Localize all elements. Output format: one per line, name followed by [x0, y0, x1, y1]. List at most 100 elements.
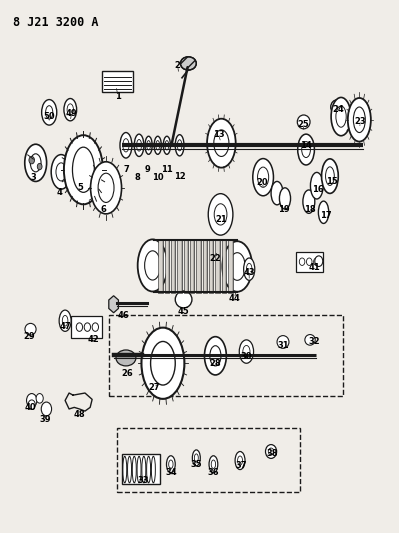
- Text: 18: 18: [304, 205, 316, 214]
- Text: 31: 31: [278, 341, 290, 350]
- Text: 2: 2: [175, 61, 181, 70]
- Ellipse shape: [303, 190, 315, 213]
- Bar: [171, 240, 175, 293]
- Ellipse shape: [277, 336, 289, 349]
- Ellipse shape: [116, 350, 136, 366]
- Ellipse shape: [64, 99, 77, 121]
- Ellipse shape: [25, 144, 47, 181]
- Ellipse shape: [154, 136, 161, 155]
- Ellipse shape: [120, 133, 132, 158]
- Text: 48: 48: [73, 410, 85, 419]
- Ellipse shape: [235, 451, 245, 470]
- Bar: [177, 240, 182, 293]
- Circle shape: [41, 402, 51, 416]
- Ellipse shape: [138, 239, 168, 292]
- Bar: [164, 240, 169, 293]
- Text: 30: 30: [241, 352, 252, 361]
- Text: 22: 22: [209, 254, 221, 263]
- Bar: [196, 240, 201, 293]
- Ellipse shape: [297, 115, 310, 129]
- Ellipse shape: [322, 159, 338, 193]
- Text: 36: 36: [207, 469, 219, 477]
- Text: 20: 20: [257, 178, 268, 187]
- Circle shape: [37, 164, 42, 169]
- Text: 6: 6: [100, 205, 106, 214]
- Text: 14: 14: [300, 141, 312, 150]
- Bar: [215, 240, 220, 293]
- Ellipse shape: [59, 310, 71, 332]
- Ellipse shape: [51, 155, 71, 189]
- Text: 33: 33: [137, 476, 149, 484]
- Text: 19: 19: [278, 205, 290, 214]
- Circle shape: [36, 393, 43, 403]
- Text: 44: 44: [229, 294, 240, 303]
- Ellipse shape: [134, 134, 144, 157]
- Bar: [209, 240, 213, 293]
- Ellipse shape: [204, 337, 226, 375]
- Ellipse shape: [244, 258, 255, 280]
- Text: 3: 3: [30, 173, 36, 182]
- Ellipse shape: [175, 135, 184, 156]
- Ellipse shape: [41, 100, 57, 125]
- Text: 11: 11: [161, 165, 173, 174]
- Ellipse shape: [175, 291, 192, 308]
- Text: 39: 39: [40, 415, 51, 424]
- Text: 45: 45: [178, 307, 190, 316]
- Bar: [158, 240, 162, 293]
- Ellipse shape: [207, 119, 236, 167]
- Ellipse shape: [239, 340, 254, 364]
- Text: 8: 8: [135, 173, 141, 182]
- Circle shape: [28, 400, 35, 409]
- Text: 24: 24: [332, 105, 344, 114]
- Ellipse shape: [166, 456, 175, 473]
- Text: 50: 50: [43, 112, 55, 121]
- Ellipse shape: [348, 98, 371, 142]
- Text: 5: 5: [77, 183, 83, 192]
- Text: 42: 42: [87, 335, 99, 344]
- Ellipse shape: [331, 100, 345, 115]
- Text: 28: 28: [209, 359, 221, 368]
- Text: 27: 27: [148, 383, 160, 392]
- Circle shape: [315, 256, 323, 266]
- Text: 37: 37: [235, 462, 247, 470]
- Text: 25: 25: [298, 119, 310, 128]
- Bar: [184, 240, 188, 293]
- Text: 49: 49: [66, 109, 77, 118]
- Ellipse shape: [265, 445, 277, 458]
- Text: 4: 4: [57, 188, 63, 197]
- Bar: [296, 252, 323, 272]
- Text: 41: 41: [308, 263, 320, 272]
- Ellipse shape: [222, 241, 252, 292]
- Text: 21: 21: [215, 215, 227, 224]
- Ellipse shape: [163, 136, 170, 155]
- Text: 13: 13: [213, 130, 224, 139]
- Text: 34: 34: [165, 469, 177, 477]
- Text: 17: 17: [320, 212, 332, 221]
- Ellipse shape: [64, 135, 103, 204]
- Text: 1: 1: [115, 92, 121, 101]
- Ellipse shape: [331, 98, 351, 136]
- Text: 8 J21 3200 A: 8 J21 3200 A: [13, 15, 98, 29]
- Bar: [203, 240, 207, 293]
- Bar: [102, 71, 133, 92]
- Text: 40: 40: [25, 403, 36, 412]
- Polygon shape: [109, 296, 119, 313]
- Ellipse shape: [91, 162, 122, 214]
- Bar: [190, 240, 194, 293]
- Text: 43: 43: [243, 269, 255, 277]
- Circle shape: [27, 393, 37, 407]
- Text: 38: 38: [266, 449, 278, 458]
- Ellipse shape: [142, 328, 184, 399]
- Bar: [228, 240, 233, 293]
- Ellipse shape: [209, 456, 218, 473]
- Ellipse shape: [318, 201, 329, 223]
- Bar: [117, 427, 300, 492]
- Bar: [222, 240, 226, 293]
- Text: 29: 29: [24, 332, 35, 341]
- Text: 9: 9: [145, 165, 151, 174]
- Bar: [71, 317, 102, 338]
- Text: 46: 46: [117, 311, 129, 320]
- Text: 12: 12: [174, 172, 186, 181]
- Text: 16: 16: [312, 185, 324, 194]
- Ellipse shape: [271, 181, 283, 205]
